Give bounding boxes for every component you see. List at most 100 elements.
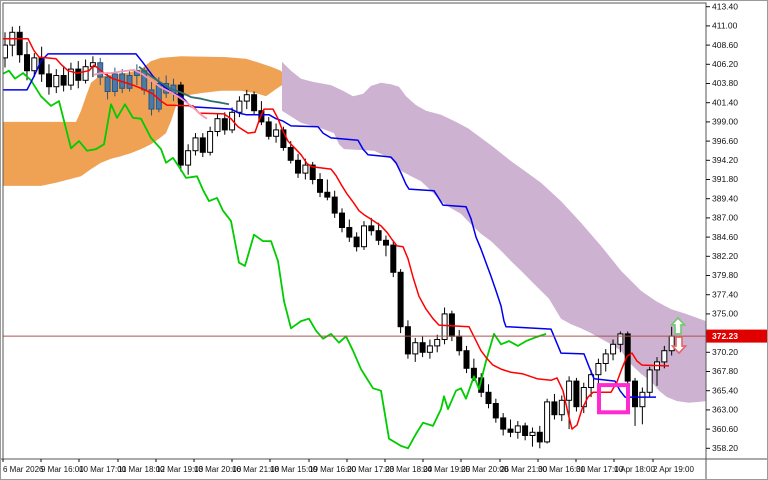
candle-body [221, 118, 228, 131]
candle [339, 208, 345, 233]
candle [551, 393, 558, 420]
candle-body [522, 425, 529, 436]
y-tick-label: 413.40 [712, 1, 738, 11]
candle-body [251, 94, 258, 112]
y-tick-label: 384.60 [712, 232, 738, 242]
candle [192, 133, 199, 156]
candle [522, 422, 529, 441]
y-tick-label: 370.20 [712, 347, 738, 357]
y-tick-label: 387.00 [712, 213, 738, 223]
candle-body [566, 380, 573, 401]
candle-body [661, 350, 668, 363]
candle-body [551, 401, 558, 416]
candle-body [185, 150, 192, 166]
candle [661, 345, 668, 369]
candle-body [610, 343, 617, 355]
candle-body [60, 75, 67, 86]
candle [383, 235, 389, 257]
y-tick-label: 363.00 [712, 405, 738, 415]
y-tick-label: 399.00 [712, 117, 738, 127]
candle [243, 89, 250, 110]
candle [60, 65, 67, 92]
candle-body [3, 44, 8, 59]
candle-body [595, 363, 602, 376]
candle-body [104, 76, 111, 92]
y-tick-label: 391.80 [712, 174, 738, 184]
x-tick-label: 18 Mar 15:00 [270, 465, 318, 474]
candle-body [492, 403, 499, 419]
candle [221, 112, 228, 135]
candle [199, 133, 206, 158]
candle [595, 358, 602, 385]
candle-body [324, 191, 331, 198]
candle [434, 334, 441, 353]
candle-body [331, 196, 338, 214]
y-tick-label: 396.60 [712, 136, 738, 146]
candle-body [383, 239, 389, 246]
chikou-span-line [3, 69, 547, 450]
x-tick-label: 20 Mar 17:00 [347, 465, 395, 474]
y-tick-label: 358.20 [712, 443, 738, 453]
candle [610, 339, 617, 361]
ichimoku-cloud-bearish [282, 61, 706, 403]
candle-body [390, 244, 397, 273]
candle-body [24, 54, 30, 72]
x-tick-label: 24 Mar 19:00 [423, 465, 471, 474]
candle-body [46, 73, 52, 88]
candle-body [207, 131, 214, 153]
candle [514, 421, 521, 439]
candle-body [639, 391, 646, 408]
candle-body [346, 227, 353, 238]
current-price-label: 372.23 [706, 329, 767, 343]
y-tick-label: 377.40 [712, 289, 738, 299]
candle-body [404, 326, 411, 355]
candle [53, 69, 60, 94]
candle-body [265, 121, 272, 137]
candle [463, 345, 470, 374]
candle [126, 70, 133, 92]
candle [368, 217, 375, 236]
candle-body [353, 236, 360, 248]
candle [558, 395, 565, 422]
candle-body [295, 159, 301, 174]
candle [265, 117, 272, 140]
teal-ma-line [138, 65, 230, 106]
candle [507, 419, 514, 438]
candle [207, 126, 214, 156]
sell-arrow-icon[interactable] [670, 336, 688, 355]
candle [273, 123, 280, 143]
pink-ma-line [93, 69, 208, 120]
candle-body [287, 147, 294, 161]
signal-rectangle[interactable] [597, 383, 630, 415]
candle [24, 41, 30, 81]
candle-body [617, 333, 624, 345]
y-tick-label: 411.00 [712, 21, 738, 31]
candle [214, 113, 221, 137]
candle [361, 221, 367, 250]
x-tick-label: 6 Mar 2026 [3, 465, 44, 474]
candle-body [309, 164, 316, 181]
current-price-label-bg [706, 329, 767, 343]
candle [500, 413, 507, 436]
buy-arrow-icon[interactable] [669, 316, 687, 335]
candle [588, 369, 595, 398]
candle-body [192, 137, 199, 152]
candle [251, 91, 258, 116]
candle [309, 161, 316, 185]
candle [346, 219, 353, 242]
candle [602, 349, 609, 372]
candle [573, 377, 580, 412]
x-tick-label: 2 Apr 19:00 [653, 465, 694, 474]
candle-body [500, 417, 507, 430]
candle-body [368, 225, 375, 232]
candle [404, 320, 411, 359]
y-tick-label: 360.60 [712, 424, 738, 434]
y-tick-label: 406.20 [712, 59, 738, 69]
y-tick-label: 394.20 [712, 155, 738, 165]
candle [75, 61, 82, 89]
candle [639, 387, 646, 425]
candle-body [339, 212, 345, 229]
candle-body [412, 342, 419, 355]
